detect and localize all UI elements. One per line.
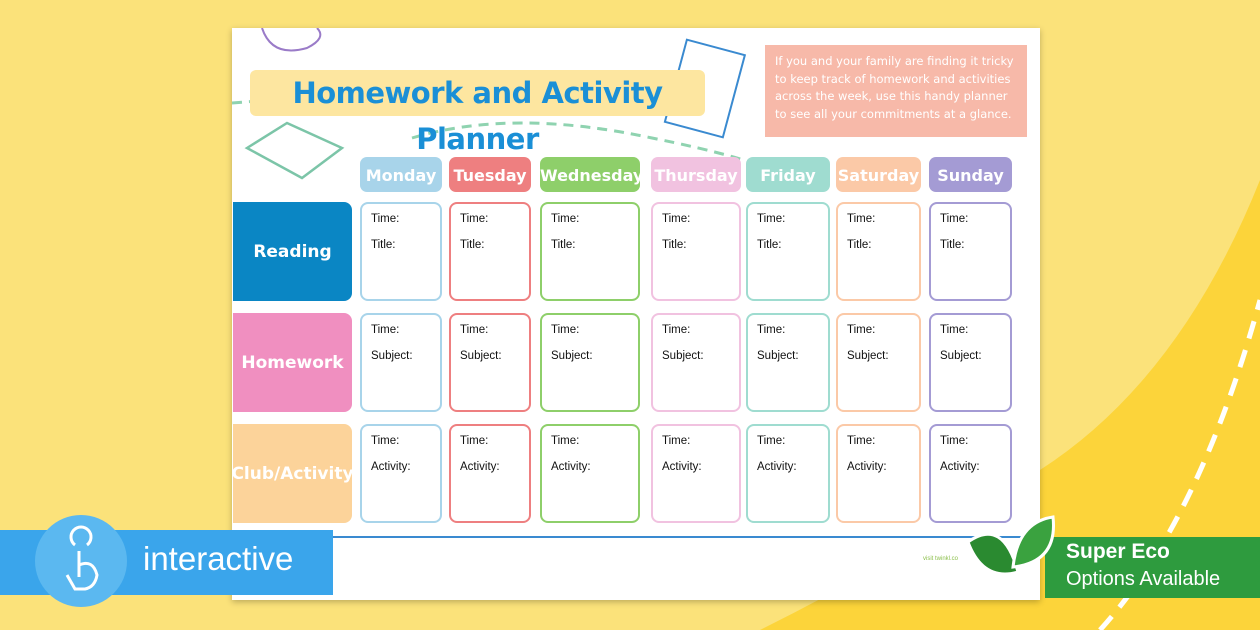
- field-label: Activity:: [940, 461, 980, 473]
- field-label: Time:: [940, 324, 969, 336]
- day-header: Saturday: [836, 157, 921, 192]
- field-label: Time:: [551, 435, 580, 447]
- field-label: Time:: [460, 435, 489, 447]
- planner-cell: Time: Subject:: [651, 313, 741, 412]
- planner-cell: Time: Subject:: [746, 313, 830, 412]
- field-label: Title:: [551, 239, 576, 251]
- planner-cell: Time: Subject:: [540, 313, 640, 412]
- touch-icon: [35, 515, 127, 607]
- field-label: Subject:: [847, 350, 889, 362]
- planner-cell: Time: Title:: [651, 202, 741, 301]
- planner-cell: Time: Title:: [360, 202, 442, 301]
- field-label: Activity:: [757, 461, 797, 473]
- footer-url: visit twinkl.co: [923, 556, 959, 562]
- field-label: Time:: [940, 435, 969, 447]
- field-label: Time:: [551, 213, 580, 225]
- field-label: Time:: [757, 324, 786, 336]
- field-label: Time:: [847, 435, 876, 447]
- eco-title: Super Eco: [1066, 540, 1170, 563]
- planner-cell: Time: Subject:: [929, 313, 1012, 412]
- field-label: Activity:: [551, 461, 591, 473]
- field-label: Time:: [662, 213, 691, 225]
- field-label: Title:: [757, 239, 782, 251]
- field-label: Subject:: [940, 350, 982, 362]
- field-label: Time:: [662, 324, 691, 336]
- field-label: Subject:: [460, 350, 502, 362]
- field-label: Activity:: [371, 461, 411, 473]
- field-label: Subject:: [551, 350, 593, 362]
- planner-cell: Time: Activity:: [449, 424, 531, 523]
- field-label: Time:: [551, 324, 580, 336]
- planner-cell: Time: Title:: [449, 202, 531, 301]
- field-label: Subject:: [371, 350, 413, 362]
- field-label: Subject:: [757, 350, 799, 362]
- day-header: Thursday: [651, 157, 741, 192]
- field-label: Title:: [847, 239, 872, 251]
- day-header: Tuesday: [449, 157, 531, 192]
- title: Homework and Activity Planner: [250, 70, 705, 156]
- planner-cell: Time: Subject:: [360, 313, 442, 412]
- field-label: Time:: [371, 213, 400, 225]
- field-label: Time:: [662, 435, 691, 447]
- planner-cell: Time: Activity:: [746, 424, 830, 523]
- interactive-label[interactable]: interactive: [143, 540, 294, 577]
- row-label: Club/Activity: [231, 424, 354, 523]
- planner-cell: Time: Title:: [929, 202, 1012, 301]
- planner-cell: Time: Subject:: [449, 313, 531, 412]
- field-label: Activity:: [847, 461, 887, 473]
- planner-cell: Time: Activity:: [651, 424, 741, 523]
- field-label: Time:: [371, 435, 400, 447]
- field-label: Time:: [460, 324, 489, 336]
- day-header: Monday: [360, 157, 442, 192]
- field-label: Activity:: [460, 461, 500, 473]
- day-header: Sunday: [929, 157, 1012, 192]
- field-label: Subject:: [662, 350, 704, 362]
- field-label: Time:: [847, 324, 876, 336]
- planner-cell: Time: Activity:: [540, 424, 640, 523]
- planner-cell: Time: Subject:: [836, 313, 921, 412]
- planner-cell: Time: Title:: [540, 202, 640, 301]
- field-label: Time:: [940, 213, 969, 225]
- field-label: Time:: [371, 324, 400, 336]
- eco-subtitle: Options Available: [1066, 568, 1221, 590]
- row-label: Reading: [233, 202, 352, 301]
- field-label: Title:: [940, 239, 965, 251]
- field-label: Time:: [757, 435, 786, 447]
- field-label: Title:: [460, 239, 485, 251]
- field-label: Time:: [847, 213, 876, 225]
- planner-cell: Time: Title:: [746, 202, 830, 301]
- planner-cell: Time: Activity:: [929, 424, 1012, 523]
- field-label: Title:: [371, 239, 396, 251]
- field-label: Time:: [757, 213, 786, 225]
- field-label: Activity:: [662, 461, 702, 473]
- planner-cell: Time: Activity:: [360, 424, 442, 523]
- planner-cell: Time: Activity:: [836, 424, 921, 523]
- planner-cell: Time: Title:: [836, 202, 921, 301]
- field-label: Title:: [662, 239, 687, 251]
- leaf-icon: [966, 515, 1055, 576]
- eco-badge: [1045, 537, 1260, 598]
- field-label: Time:: [460, 213, 489, 225]
- intro-text: If you and your family are finding it tr…: [765, 45, 1027, 137]
- day-header: Friday: [746, 157, 830, 192]
- row-label: Homework: [233, 313, 352, 412]
- day-header: Wednesday: [540, 157, 643, 192]
